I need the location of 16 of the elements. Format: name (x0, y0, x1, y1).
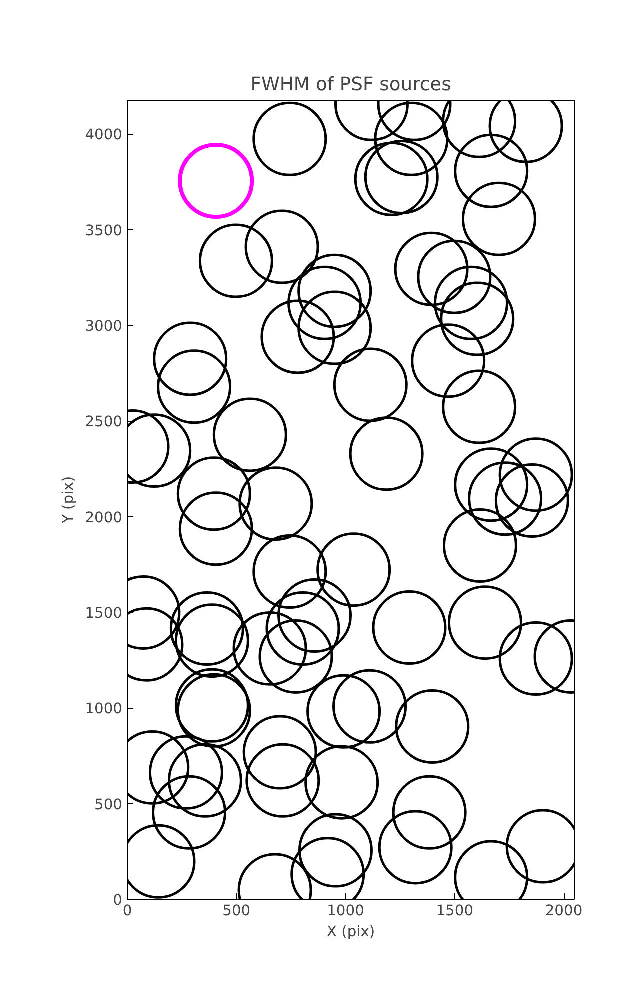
y-tick-label: 500 (94, 796, 123, 814)
y-tick-label: 2000 (85, 509, 123, 526)
y-tick-label: 4000 (85, 126, 123, 144)
x-tick-label: 1000 (327, 902, 364, 920)
y-axis-title: Y (pix) (60, 476, 78, 525)
y-tick-label: 3000 (85, 318, 123, 336)
y-tick-label: 1500 (85, 605, 123, 622)
y-tick-label: 0 (113, 892, 123, 909)
y-tick-label: 1000 (85, 700, 123, 718)
y-tick-label: 3500 (85, 222, 123, 240)
x-axis-title: X (pix) (326, 924, 376, 940)
x-tick-label: 500 (222, 902, 251, 920)
x-tick-label: 2000 (545, 902, 583, 920)
y-tick-label: 2500 (85, 414, 123, 431)
chart-title: FWHM of PSF sources (250, 74, 452, 96)
x-tick-label: 1500 (436, 902, 474, 920)
